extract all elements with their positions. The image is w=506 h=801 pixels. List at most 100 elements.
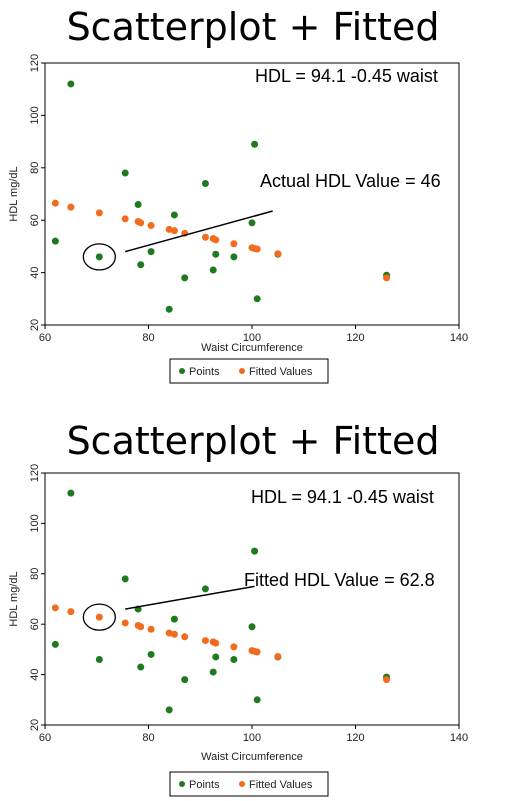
fitted-point (137, 219, 145, 227)
fitted-point (170, 227, 178, 235)
data-point (212, 250, 220, 258)
y-tick-label: 100 (29, 514, 41, 532)
data-point (121, 169, 129, 177)
fitted-values-series (51, 604, 391, 684)
fitted-point (212, 639, 220, 647)
legend-label: Points (189, 779, 220, 791)
scatter-chart-bottom: Scatterplot + Fitted 60 80 100 120 140 20 40 60 8… (8, 419, 468, 797)
data-point (201, 585, 209, 593)
fitted-point (253, 648, 261, 656)
x-tick-label: 140 (450, 332, 468, 344)
fitted-point (274, 250, 282, 258)
x-tick-label: 60 (39, 332, 51, 344)
data-point (248, 623, 256, 631)
pointer-line (125, 585, 255, 610)
y-tick-label: 40 (29, 668, 41, 680)
fitted-point (230, 240, 238, 248)
highlight-circle (82, 243, 116, 271)
fitted-point (181, 633, 189, 641)
scatter-chart-top: Scatterplot + Fitted 60 80 100 120 140 20 40 60 8… (8, 5, 468, 384)
y-tick-label: 20 (29, 319, 41, 331)
legend-marker (239, 781, 245, 787)
fitted-point (67, 608, 75, 616)
y-tick-label: 40 (29, 266, 41, 278)
data-point (121, 575, 129, 583)
data-point (147, 650, 155, 658)
data-point (147, 248, 155, 256)
points-series (51, 489, 391, 714)
pointer-line (125, 210, 273, 253)
data-point (137, 261, 145, 269)
fitted-point (51, 199, 59, 207)
legend-label: Fitted Values (249, 366, 313, 378)
legend-label: Points (189, 366, 220, 378)
regression-equation: HDL = 94.1 -0.45 waist (255, 66, 438, 86)
legend-marker (179, 781, 185, 787)
data-point (248, 219, 256, 227)
data-point (181, 676, 189, 684)
regression-equation: HDL = 94.1 -0.45 waist (251, 487, 434, 507)
data-point (67, 489, 75, 497)
data-point (95, 655, 103, 663)
value-annotation: Actual HDL Value = 46 (260, 171, 441, 191)
fitted-point (383, 676, 391, 684)
fitted-values-series (51, 199, 391, 282)
data-point (212, 653, 220, 661)
data-point (251, 140, 259, 148)
data-point (137, 663, 145, 671)
x-tick-label: 100 (243, 332, 261, 344)
data-point (165, 706, 173, 714)
data-point (253, 295, 261, 303)
data-point (201, 180, 209, 188)
chart-title: Scatterplot + Fitted (67, 419, 440, 463)
fitted-point (137, 623, 145, 631)
legend: Points Fitted Values (169, 358, 329, 384)
points-series (51, 80, 391, 313)
data-point (134, 200, 142, 208)
fitted-point (51, 604, 59, 612)
value-annotation: Fitted HDL Value = 62.8 (244, 570, 435, 590)
chart-panel-bottom: Scatterplot + Fitted 60 80 100 120 140 20 40 60 8… (0, 410, 506, 801)
fitted-point (201, 233, 209, 241)
fitted-point (95, 613, 103, 621)
y-axis-label: HDL mg/dL (8, 571, 20, 626)
fitted-point (230, 643, 238, 651)
data-point (181, 274, 189, 282)
legend-marker (239, 368, 245, 374)
data-point (230, 655, 238, 663)
fitted-point (147, 221, 155, 229)
chart-panel-top: Scatterplot + Fitted 60 80 100 120 140 20 40 60 8… (0, 0, 506, 395)
data-point (170, 615, 178, 623)
data-point (51, 640, 59, 648)
y-tick-label: 80 (29, 162, 41, 174)
x-axis-label: Waist Circumference (201, 751, 303, 763)
y-tick-label: 120 (29, 54, 41, 72)
fitted-point (201, 637, 209, 645)
y-tick-label: 120 (29, 464, 41, 482)
y-tick-label: 60 (29, 618, 41, 630)
fitted-point (170, 630, 178, 638)
legend-label: Fitted Values (249, 779, 313, 791)
fitted-point (212, 236, 220, 244)
highlight-circle (82, 603, 116, 631)
y-tick-label: 80 (29, 568, 41, 580)
fitted-point (274, 652, 282, 660)
y-axis-label: HDL mg/dL (8, 166, 20, 221)
chart-title: Scatterplot + Fitted (67, 5, 440, 49)
fitted-point (383, 274, 391, 282)
x-axis-label: Waist Circumference (201, 342, 303, 354)
data-point (67, 80, 75, 88)
legend-box (169, 358, 329, 384)
y-tick-label: 20 (29, 719, 41, 731)
x-tick-label: 120 (346, 332, 364, 344)
x-tick-label: 140 (450, 732, 468, 744)
data-point (209, 668, 217, 676)
data-point (253, 696, 261, 704)
fitted-point (121, 215, 129, 223)
data-point (51, 237, 59, 245)
x-tick-label: 80 (142, 332, 154, 344)
legend: Points Fitted Values (169, 771, 329, 797)
data-point (230, 253, 238, 261)
data-point (165, 305, 173, 313)
y-tick-label: 100 (29, 106, 41, 124)
